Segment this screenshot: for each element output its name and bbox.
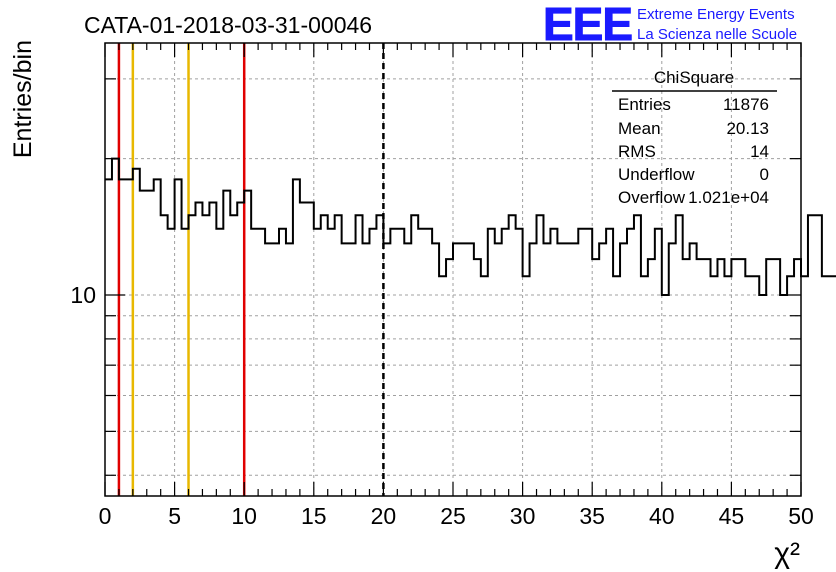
eee-logo-line1: Extreme Energy Events xyxy=(637,6,795,23)
y-tick-label: 10 xyxy=(70,282,96,308)
x-tick-label: 25 xyxy=(440,503,466,529)
x-tick-label: 15 xyxy=(301,503,327,529)
stats-label-entries: Entries xyxy=(618,95,671,114)
x-axis-label: χ² xyxy=(774,537,800,570)
stats-value-mean: 20.13 xyxy=(726,119,769,138)
x-tick-label: 10 xyxy=(231,503,257,529)
x-tick-labels: 0 5 10 15 20 25 30 35 40 45 50 xyxy=(99,503,814,529)
stats-label-mean: Mean xyxy=(618,119,661,138)
x-tick-label: 0 xyxy=(99,503,112,529)
x-tick-label: 45 xyxy=(719,503,745,529)
x-tick-label: 20 xyxy=(371,503,397,529)
stats-value-underflow: 0 xyxy=(760,165,769,184)
x-tick-label: 35 xyxy=(579,503,605,529)
x-tick-label: 30 xyxy=(510,503,536,529)
stats-label-underflow: Underflow xyxy=(618,165,695,184)
chart-title: CATA-01-2018-03-31-00046 xyxy=(84,12,372,38)
eee-logo-line2: La Scienza nelle Scuole xyxy=(637,26,797,43)
stats-value-rms: 14 xyxy=(750,142,769,161)
reference-lines xyxy=(117,43,385,496)
grid xyxy=(105,43,801,496)
y-tick-labels: 10 xyxy=(70,282,96,308)
stats-label-overflow: Overflow xyxy=(618,188,686,207)
eee-logo-mark: EEE xyxy=(543,0,632,50)
stats-value-entries: 11876 xyxy=(723,95,769,114)
stats-box: ChiSquare Entries 11876 Mean 20.13 RMS 1… xyxy=(612,68,777,207)
stats-value-overflow: 1.021e+04 xyxy=(688,188,769,207)
y-axis-label: Entries/bin xyxy=(9,40,37,158)
stats-label-rms: RMS xyxy=(618,142,656,161)
stats-header: ChiSquare xyxy=(654,68,734,87)
x-tick-label: 40 xyxy=(649,503,675,529)
x-tick-label: 50 xyxy=(788,503,814,529)
x-tick-label: 5 xyxy=(168,503,181,529)
histogram-outline xyxy=(105,157,836,297)
eee-logo: EEE Extreme Energy Events La Scienza nel… xyxy=(543,0,798,51)
axis-ticks xyxy=(104,43,802,496)
